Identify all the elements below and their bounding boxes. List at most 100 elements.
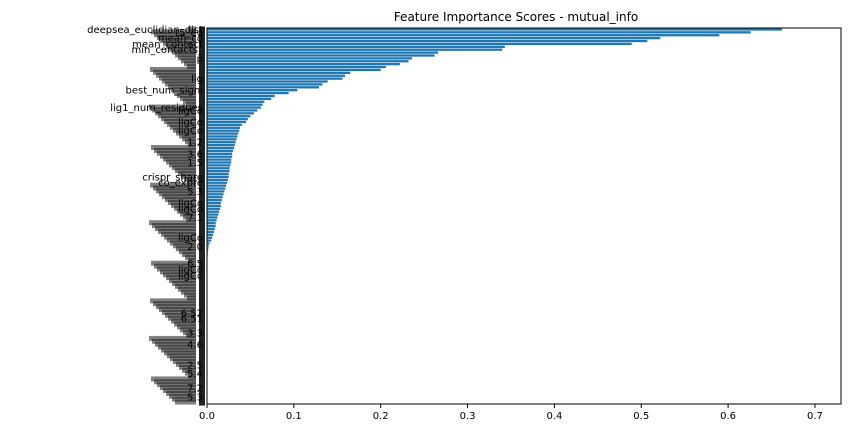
- label-clutter-stroke: [152, 107, 196, 113]
- label-clutter-stroke: [158, 228, 196, 234]
- y-tick-label: 2.5: [187, 360, 203, 371]
- y-tick-label: ligCo: [178, 271, 203, 282]
- bar: [207, 132, 239, 135]
- label-clutter-stroke: [169, 278, 196, 284]
- label-clutter-stroke: [179, 249, 196, 255]
- label-clutter-stroke: [176, 246, 196, 252]
- bar: [207, 210, 220, 213]
- bar: [207, 187, 226, 190]
- x-tick-label: 0.0: [199, 411, 215, 422]
- label-clutter-mark: [199, 399, 205, 406]
- label-clutter-stroke: [169, 46, 196, 52]
- label-clutter-stroke: [166, 159, 196, 165]
- label-clutter-stroke: [181, 58, 196, 64]
- label-clutter-stroke: [157, 35, 196, 41]
- label-clutter-stroke: [153, 301, 196, 307]
- label-clutter-stroke: [157, 266, 196, 272]
- label-clutter-stroke: [186, 217, 196, 223]
- bar: [207, 65, 386, 69]
- bar: [207, 155, 233, 158]
- bar: [207, 193, 224, 196]
- bar: [207, 170, 230, 173]
- label-clutter-stroke: [186, 101, 196, 107]
- label-clutter-stroke: [176, 130, 196, 136]
- bar: [207, 196, 223, 199]
- chart-title: Feature Importance Scores - mutual_info: [394, 10, 638, 24]
- bar: [207, 94, 275, 98]
- bar: [207, 184, 227, 187]
- bar: [207, 68, 381, 72]
- bar: [207, 106, 261, 109]
- label-clutter-stroke: [187, 179, 196, 185]
- label-clutter-stroke: [160, 153, 196, 159]
- y-tick-labels: deepsea_euclidian_distt5_eumean_comean_c…: [87, 25, 204, 403]
- label-clutter-stroke: [149, 104, 196, 110]
- y-tick-label: mean_contact: [132, 39, 203, 50]
- bar: [207, 83, 323, 86]
- label-clutter-stroke: [178, 55, 196, 61]
- label-clutter-stroke: [158, 344, 196, 350]
- label-clutter-stroke: [182, 367, 196, 373]
- label-clutter-stroke: [175, 52, 196, 58]
- bar: [207, 207, 221, 210]
- y-tick-label: co_expre: [158, 178, 203, 189]
- bar: [207, 164, 231, 167]
- x-tick-label: 0.7: [807, 411, 823, 422]
- label-clutter-stroke: [162, 78, 196, 84]
- label-clutter-stroke: [171, 318, 196, 324]
- y-tick-label: ligCo: [178, 265, 203, 276]
- bar: [207, 62, 400, 66]
- bar: [207, 138, 237, 141]
- bar: [207, 54, 435, 57]
- label-clutter-stroke: [149, 335, 196, 341]
- y-tick-label: 7.2: [187, 384, 203, 395]
- label-clutter-stroke: [156, 72, 196, 78]
- bar: [207, 152, 233, 155]
- label-clutter-stroke: [182, 252, 196, 258]
- label-clutter-stroke: [163, 40, 196, 46]
- label-clutter-stroke: [156, 304, 196, 310]
- label-clutter-stroke: [171, 202, 196, 208]
- y-tick-label: 7.1: [187, 213, 203, 224]
- label-clutter-stroke: [173, 243, 196, 249]
- label-clutter-stroke: [151, 376, 196, 382]
- label-clutter-stroke: [167, 237, 196, 243]
- label-clutter-stroke: [171, 87, 196, 93]
- bar: [207, 120, 247, 124]
- label-clutter-stroke: [169, 162, 196, 168]
- bar: [207, 230, 214, 234]
- y-tick-label: 6.51: [181, 314, 203, 325]
- bar: [207, 213, 219, 216]
- y-tick-label: ligCo: [178, 198, 203, 209]
- label-clutter-stroke: [184, 176, 196, 182]
- label-clutter-stroke: [161, 116, 196, 122]
- label-clutter-stroke: [166, 43, 196, 49]
- bar: [207, 28, 782, 31]
- bar: [207, 86, 320, 89]
- label-clutter-stroke: [154, 32, 196, 38]
- label-clutter-stroke: [157, 150, 196, 156]
- y-tick-label: lig1_num_residues: [110, 103, 203, 114]
- x-tick-label: 0.5: [633, 411, 649, 422]
- y-tick-label: 1.5: [187, 158, 203, 169]
- y-tick-label: deepsea_euclidian_dist: [87, 25, 203, 36]
- label-clutter-stroke: [151, 260, 196, 266]
- label-clutter-stroke: [154, 379, 196, 385]
- y-tick-label: ligCo: [178, 204, 203, 215]
- label-clutter-stroke: [153, 185, 196, 191]
- bar: [207, 74, 346, 77]
- y-tick-label: 6.52: [181, 308, 203, 319]
- bar: [207, 248, 209, 251]
- bar: [207, 236, 213, 239]
- y-tick-label: min_contacts_: [132, 45, 204, 56]
- bar: [207, 222, 216, 225]
- label-clutter-stroke: [185, 370, 196, 376]
- bar: [207, 89, 298, 92]
- label-clutter-stroke: [178, 286, 196, 292]
- label-clutter-stroke: [154, 147, 196, 153]
- label-clutter-stroke: [160, 385, 196, 391]
- label-clutter-stroke: [183, 214, 196, 220]
- x-tick-label: 0.4: [546, 411, 562, 422]
- y-tick-label: 2.0: [187, 242, 203, 253]
